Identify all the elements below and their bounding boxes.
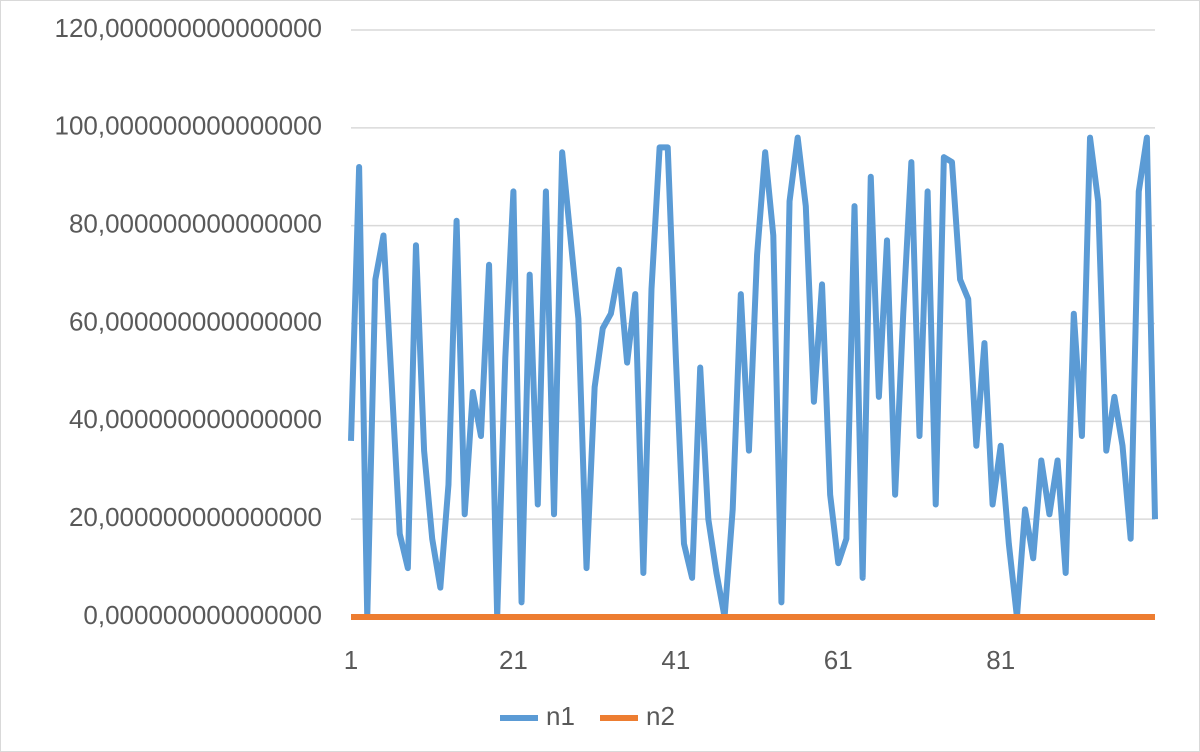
y-tick-label: 100,000000000000000 xyxy=(54,111,322,141)
y-tick-label: 40,000000000000000 xyxy=(69,404,322,434)
x-tick-label: 21 xyxy=(499,645,528,675)
y-tick-label: 80,000000000000000 xyxy=(69,209,322,239)
legend-label: n1 xyxy=(546,701,575,731)
series-line xyxy=(348,134,1158,620)
legend-label: n2 xyxy=(646,701,675,731)
y-tick-label: 60,000000000000000 xyxy=(69,306,322,336)
y-tick-label: 0,000000000000000 xyxy=(83,600,322,630)
x-tick-label: 1 xyxy=(344,645,358,675)
x-tick-label: 81 xyxy=(986,645,1015,675)
y-tick-label: 120,000000000000000 xyxy=(54,13,322,43)
x-tick-label: 41 xyxy=(661,645,690,675)
y-tick-label: 20,000000000000000 xyxy=(69,502,322,532)
x-tick-label: 61 xyxy=(824,645,853,675)
